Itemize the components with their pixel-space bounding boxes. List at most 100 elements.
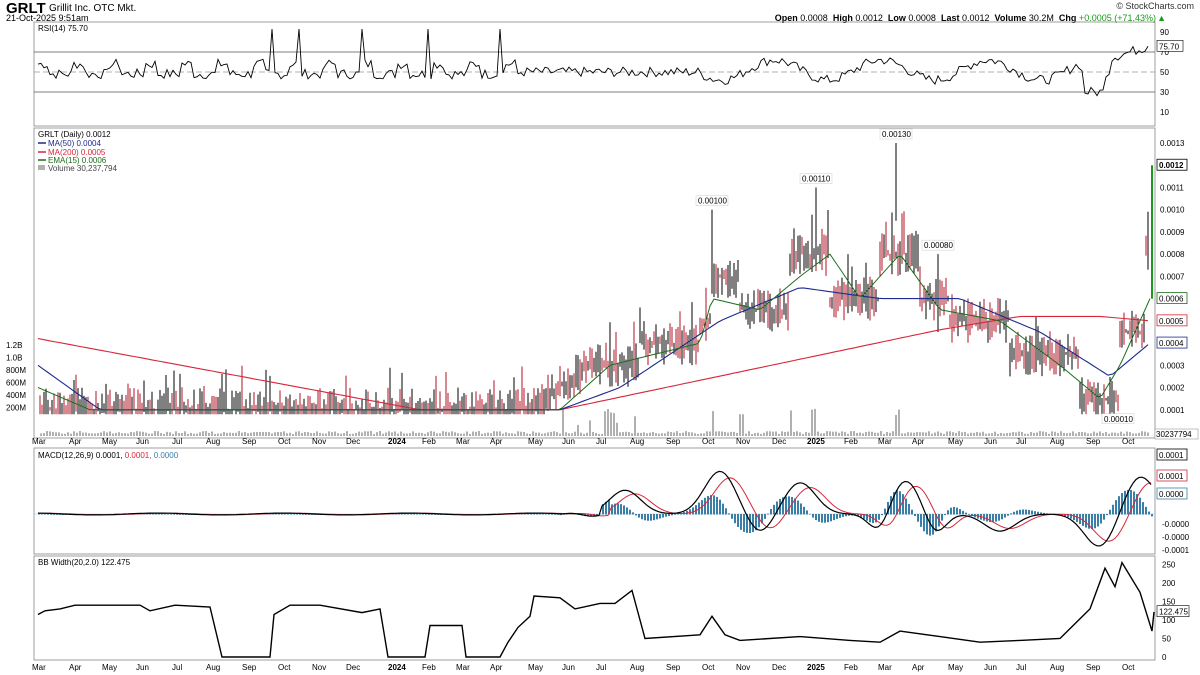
volume-bar bbox=[691, 432, 693, 436]
volume-bar bbox=[988, 433, 990, 436]
macd-hist-bar bbox=[629, 509, 631, 515]
volume-bar bbox=[1027, 433, 1029, 436]
macd-hist-bar bbox=[182, 514, 184, 515]
volume-bar bbox=[505, 432, 507, 436]
volume-bar bbox=[775, 431, 777, 436]
volume-bar bbox=[337, 433, 339, 436]
macd-hist-bar bbox=[650, 514, 652, 521]
macd-hist-bar bbox=[530, 513, 532, 515]
macd-hist-bar bbox=[1013, 511, 1015, 515]
macd-tag-box bbox=[1156, 487, 1188, 500]
macd-hist-bar bbox=[542, 513, 544, 515]
last-label: Last bbox=[940, 13, 960, 23]
macd-hist-bar bbox=[539, 513, 541, 515]
macd-hist-bar bbox=[1145, 506, 1147, 515]
macd-hist-bar bbox=[794, 498, 796, 515]
volume-bar bbox=[1096, 432, 1098, 436]
x-axis-label: 2024 bbox=[388, 437, 406, 446]
price-tag-box bbox=[1156, 292, 1188, 305]
macd-hist-bar bbox=[965, 512, 967, 515]
volume-bar bbox=[1051, 431, 1053, 436]
volume-bar bbox=[589, 420, 591, 436]
volume-bar bbox=[709, 431, 711, 436]
volume-bar bbox=[976, 432, 978, 436]
macd-hist-bar bbox=[1025, 509, 1027, 515]
volume-bar bbox=[946, 431, 948, 436]
macd-hist-bar bbox=[587, 514, 589, 517]
macd-hist-bar bbox=[908, 503, 910, 515]
volume-bar bbox=[550, 431, 552, 436]
volume-bar bbox=[175, 431, 177, 436]
volume-bar bbox=[568, 433, 570, 436]
volume-bar bbox=[355, 432, 357, 436]
volume-bar bbox=[61, 433, 63, 436]
volume-bar bbox=[307, 432, 309, 436]
price-tick-label: 0.0008 bbox=[1160, 250, 1185, 259]
volume-bar bbox=[595, 432, 597, 436]
volume-bar bbox=[1075, 433, 1077, 436]
macd-hist-bar bbox=[170, 514, 172, 515]
rsi-tick-label: 70 bbox=[1160, 48, 1169, 57]
rsi-current-tag bbox=[1156, 39, 1184, 52]
x-axis-label: Sep bbox=[666, 663, 681, 672]
macd-hist-bar bbox=[776, 501, 778, 515]
macd-hist-bar bbox=[617, 503, 619, 515]
volume-bar bbox=[493, 431, 495, 436]
x-axis-label: Nov bbox=[312, 437, 326, 446]
volume-bar bbox=[481, 433, 483, 436]
x-axis-label: Jul bbox=[1016, 437, 1026, 446]
change-value: +0.0005 (+71.43%) bbox=[1078, 13, 1156, 23]
x-axis-label: Nov bbox=[736, 437, 750, 446]
chart-marks: Mar Apr May Jun Jul Aug Sep Oct Nov Dec 2024 Feb Mar… bbox=[6, 28, 1199, 672]
macd-hist-bar bbox=[605, 501, 607, 515]
x-axis-label: Oct bbox=[1122, 437, 1135, 446]
macd-hist-bar bbox=[1118, 496, 1120, 515]
x-axis-label: Dec bbox=[346, 663, 360, 672]
macd-hist-bar bbox=[563, 514, 565, 515]
macd-hist-bar bbox=[302, 514, 304, 515]
volume-bar bbox=[208, 432, 210, 436]
macd-hist-bar bbox=[737, 514, 739, 527]
macd-hist-bar bbox=[845, 514, 847, 517]
x-axis-label: Jul bbox=[596, 663, 606, 672]
macd-hist-bar bbox=[1124, 490, 1126, 515]
macd-hist-bar bbox=[1022, 509, 1024, 515]
macd-hist-bar bbox=[434, 514, 436, 515]
volume-bar bbox=[523, 432, 525, 436]
macd-hist-bar bbox=[596, 514, 598, 516]
macd-hist-bar bbox=[533, 513, 535, 515]
volume-bar bbox=[883, 433, 885, 436]
macd-hist-bar bbox=[1112, 504, 1114, 515]
volume-bar bbox=[211, 431, 213, 436]
x-axis-label: Jun bbox=[136, 437, 149, 446]
macd-hist-bar bbox=[968, 514, 970, 515]
volume-bar bbox=[1042, 431, 1044, 436]
volume-bar bbox=[247, 433, 249, 436]
bbw-label: BB Width(20,2.0) 122.475 bbox=[38, 558, 131, 567]
volume-bar bbox=[991, 433, 993, 436]
macd-hist-bar bbox=[992, 514, 994, 523]
macd-hist-bar bbox=[890, 496, 892, 515]
volume-bar bbox=[184, 431, 186, 436]
volume-bar bbox=[1006, 433, 1008, 436]
macd-hist-bar bbox=[173, 514, 175, 515]
volume-bar bbox=[994, 431, 996, 436]
volume-bar bbox=[877, 432, 879, 436]
macd-hist-bar bbox=[728, 513, 730, 515]
volume-bar bbox=[754, 433, 756, 436]
volume-tag: 30237794 bbox=[1156, 430, 1192, 439]
volume-bar bbox=[817, 431, 819, 436]
ma50-legend-label: MA(50) 0.0004 bbox=[48, 139, 101, 148]
macd-hist-bar bbox=[1028, 509, 1030, 515]
macd-hist-bar bbox=[722, 503, 724, 515]
volume-bar bbox=[469, 433, 471, 436]
macd-hist-bar bbox=[158, 513, 160, 515]
volume-bar bbox=[370, 431, 372, 436]
macd-hist-bar bbox=[293, 513, 295, 515]
macd-hist-bar bbox=[899, 491, 901, 515]
volume-bar bbox=[760, 433, 762, 436]
quote-summary: Open 0.0008 High 0.0012 Low 0.0008 Last … bbox=[775, 13, 1156, 23]
volume-bar bbox=[1090, 433, 1092, 436]
volume-bar bbox=[229, 432, 231, 436]
macd-hist-bar bbox=[548, 514, 550, 515]
